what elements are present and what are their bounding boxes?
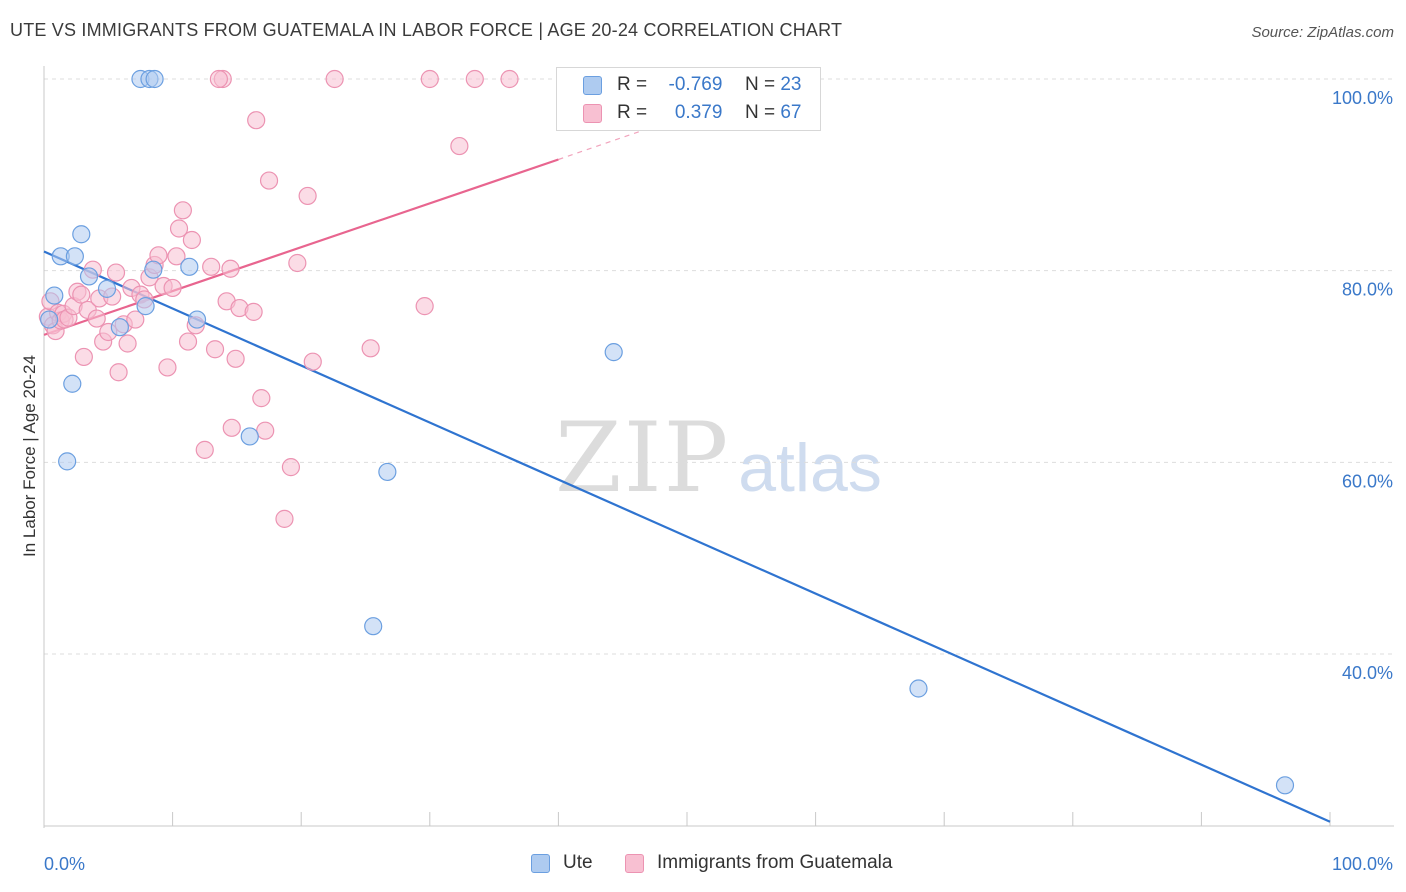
point-guatemala xyxy=(169,219,189,238)
point-ute xyxy=(45,286,64,305)
point-ute xyxy=(180,257,199,276)
tick-labels: 40.0% 60.0% 80.0% 100.0% 0.0% 100.0% xyxy=(44,88,1393,874)
point-guatemala xyxy=(182,230,201,250)
point-ute xyxy=(909,679,928,698)
point-guatemala xyxy=(298,186,317,206)
legend-r-label: R = xyxy=(617,74,648,95)
point-guatemala xyxy=(87,309,106,328)
point-guatemala xyxy=(303,352,322,371)
point-ute xyxy=(79,267,99,286)
point-guatemala xyxy=(222,418,241,437)
point-ute xyxy=(145,69,164,89)
legend-n-value: 23 xyxy=(780,74,802,95)
point-guatemala xyxy=(247,111,266,130)
point-guatemala xyxy=(281,458,301,477)
legend-n-label: N = xyxy=(744,74,776,95)
point-guatemala xyxy=(415,297,434,316)
data-points xyxy=(38,69,1295,795)
point-ute xyxy=(604,343,623,362)
point-guatemala xyxy=(256,421,275,440)
point-ute xyxy=(136,297,155,316)
point-ute xyxy=(40,310,59,329)
point-guatemala xyxy=(209,69,228,89)
point-guatemala xyxy=(118,334,137,353)
bottom-legend-label-ute: Ute xyxy=(563,852,593,873)
point-guatemala xyxy=(202,257,221,276)
point-ute xyxy=(63,374,82,393)
point-guatemala xyxy=(74,347,93,367)
trend-line-guatemala xyxy=(43,158,559,336)
x-tick-label: 0.0% xyxy=(44,854,85,874)
bottom-legend-label-guatemala: Immigrants from Guatemala xyxy=(657,852,893,873)
point-ute xyxy=(72,225,91,244)
point-guatemala xyxy=(126,310,145,329)
legend-n-label: N = xyxy=(744,102,776,123)
legend-r-value: -0.769 xyxy=(668,74,723,95)
point-ute xyxy=(364,617,383,636)
point-guatemala xyxy=(195,440,214,459)
point-ute xyxy=(187,310,207,329)
axes xyxy=(43,66,1394,828)
correlation-legend: R = -0.769 N = 23 R = 0.379 N = 67 xyxy=(556,67,821,131)
legend-swatch-guatemala xyxy=(583,104,602,123)
point-guatemala xyxy=(109,363,128,382)
y-tick-label: 40.0% xyxy=(1342,663,1393,683)
point-ute xyxy=(378,462,397,482)
bottom-legend-swatch-ute xyxy=(531,854,550,873)
point-guatemala xyxy=(106,263,126,282)
watermark-atlas: atlas xyxy=(738,430,882,506)
point-guatemala xyxy=(163,278,182,298)
legend-text-ute: R = -0.769 N = 23 xyxy=(617,74,801,96)
point-ute xyxy=(58,452,77,471)
point-guatemala xyxy=(244,302,263,321)
legend-r-value: 0.379 xyxy=(674,102,723,123)
point-guatemala xyxy=(450,136,469,156)
point-guatemala xyxy=(205,340,225,359)
point-guatemala xyxy=(252,389,271,408)
point-guatemala xyxy=(259,171,279,190)
source-label: Source: ZipAtlas.com xyxy=(1251,24,1394,41)
point-guatemala xyxy=(325,69,344,89)
watermark-zip: ZIP xyxy=(555,402,731,514)
point-guatemala xyxy=(465,69,484,89)
point-ute xyxy=(97,279,117,298)
chart-title: UTE VS IMMIGRANTS FROM GUATEMALA IN LABO… xyxy=(10,20,843,40)
legend-swatch-ute xyxy=(583,76,602,95)
point-guatemala xyxy=(173,201,192,220)
y-tick-label: 60.0% xyxy=(1342,471,1393,491)
point-guatemala xyxy=(72,285,91,304)
point-guatemala xyxy=(167,247,186,266)
trend-line-ute xyxy=(43,250,1331,823)
bottom-legend-swatch-guatemala xyxy=(625,854,644,873)
point-ute xyxy=(144,260,163,279)
point-ute xyxy=(240,427,259,446)
x-tick-label: 100.0% xyxy=(1332,854,1393,874)
legend-n-value: 67 xyxy=(780,102,802,123)
point-ute xyxy=(110,318,129,337)
legend-text-guatemala: R = 0.379 N = 67 xyxy=(617,102,801,124)
watermark: ZIP atlas xyxy=(555,402,882,514)
legend-r-label: R = xyxy=(617,102,648,123)
y-tick-label: 80.0% xyxy=(1342,280,1393,300)
trend-lines xyxy=(43,123,1331,823)
point-guatemala xyxy=(178,332,198,351)
point-guatemala xyxy=(275,509,294,528)
point-guatemala xyxy=(420,69,439,89)
grid-lines xyxy=(44,78,1394,655)
point-ute xyxy=(65,247,84,266)
point-ute xyxy=(1275,776,1295,795)
y-tick-label: 100.0% xyxy=(1332,88,1393,108)
point-guatemala xyxy=(288,253,307,273)
point-guatemala xyxy=(361,339,380,358)
point-guatemala xyxy=(158,358,177,377)
point-guatemala xyxy=(221,259,240,278)
point-guatemala xyxy=(226,349,245,368)
point-guatemala xyxy=(500,69,519,89)
